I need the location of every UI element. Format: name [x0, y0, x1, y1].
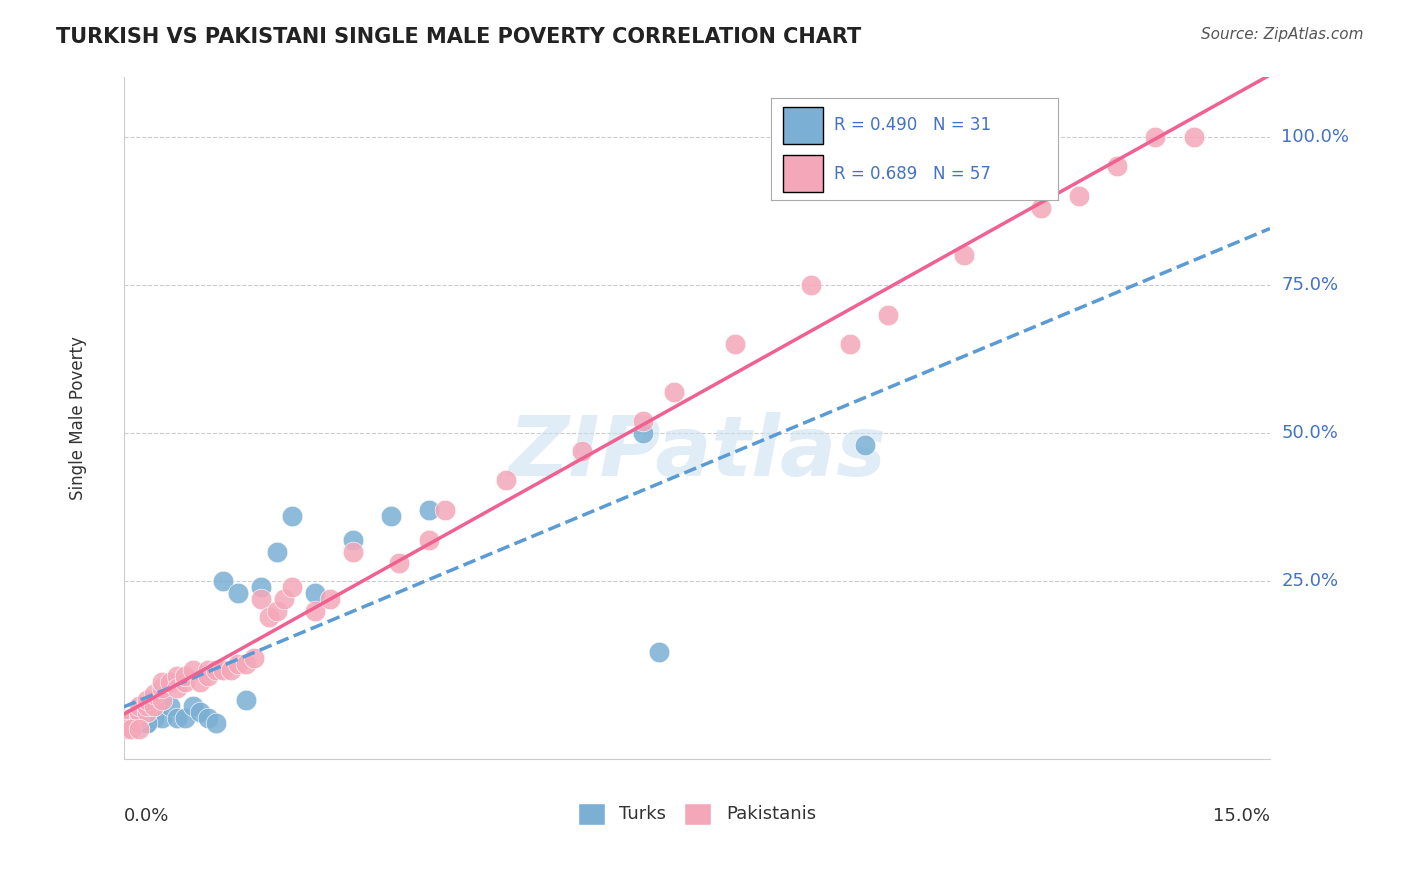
Point: [633, 414, 655, 428]
Point: [128, 710, 150, 724]
Point: [281, 580, 304, 594]
Point: [150, 692, 173, 706]
Point: [143, 698, 166, 713]
Text: 25.0%: 25.0%: [1281, 572, 1339, 591]
Text: ZIPatlas: ZIPatlas: [508, 412, 886, 492]
Point: [1067, 189, 1090, 203]
Point: [418, 503, 440, 517]
Point: [1107, 159, 1129, 173]
Point: [204, 716, 226, 731]
Point: [128, 723, 150, 737]
Point: [633, 425, 655, 440]
Point: [112, 716, 135, 731]
Text: Single Male Poverty: Single Male Poverty: [69, 336, 87, 500]
Point: [121, 716, 143, 731]
Point: [219, 663, 242, 677]
Point: [188, 675, 211, 690]
Point: [121, 710, 143, 724]
Point: [135, 692, 157, 706]
Point: [135, 698, 157, 713]
Point: [953, 248, 976, 262]
Point: [150, 675, 173, 690]
Point: [143, 687, 166, 701]
Point: [197, 669, 219, 683]
Point: [724, 337, 747, 351]
Point: [235, 692, 257, 706]
Point: [166, 681, 188, 695]
Point: [418, 533, 440, 547]
Point: [159, 698, 181, 713]
Point: [304, 586, 326, 600]
Point: [174, 675, 197, 690]
Point: [143, 710, 166, 724]
Text: 15.0%: 15.0%: [1213, 806, 1270, 825]
Point: [228, 657, 250, 672]
Point: [877, 308, 900, 322]
Point: [304, 604, 326, 618]
Text: 100.0%: 100.0%: [1281, 128, 1350, 145]
Point: [571, 443, 593, 458]
Point: [135, 705, 157, 719]
Point: [281, 508, 304, 523]
Point: [647, 645, 669, 659]
Point: [135, 716, 157, 731]
Point: [1144, 129, 1167, 144]
Point: [495, 474, 517, 488]
Point: [853, 438, 876, 452]
Point: [204, 663, 226, 677]
Point: [433, 503, 456, 517]
Point: [121, 716, 143, 731]
Point: [212, 663, 235, 677]
Point: [212, 574, 235, 589]
Point: [159, 675, 181, 690]
Point: [235, 657, 257, 672]
Point: [150, 710, 173, 724]
Point: [128, 716, 150, 731]
Point: [838, 337, 860, 351]
Point: [1029, 201, 1052, 215]
Point: [166, 669, 188, 683]
Text: 50.0%: 50.0%: [1281, 424, 1339, 442]
Point: [121, 723, 143, 737]
Point: [257, 609, 280, 624]
Point: [121, 710, 143, 724]
Point: [181, 698, 204, 713]
Point: [380, 508, 402, 523]
Point: [228, 586, 250, 600]
Point: [388, 557, 411, 571]
Point: [662, 384, 685, 399]
Point: [181, 663, 204, 677]
Point: [250, 592, 273, 607]
Point: [197, 710, 219, 724]
Point: [188, 705, 211, 719]
Point: [342, 544, 364, 558]
Point: [800, 277, 823, 292]
Point: [197, 663, 219, 677]
Text: Source: ZipAtlas.com: Source: ZipAtlas.com: [1201, 27, 1364, 42]
Point: [319, 592, 342, 607]
Point: [150, 681, 173, 695]
Point: [128, 698, 150, 713]
Text: 0.0%: 0.0%: [124, 806, 169, 825]
Text: 75.0%: 75.0%: [1281, 276, 1339, 293]
Legend: Turks, Pakistanis: Turks, Pakistanis: [571, 796, 824, 831]
Point: [166, 710, 188, 724]
Point: [128, 705, 150, 719]
Point: [1182, 129, 1205, 144]
Point: [273, 592, 295, 607]
Point: [135, 716, 157, 731]
Point: [242, 651, 264, 665]
Point: [266, 544, 288, 558]
Point: [143, 698, 166, 713]
Point: [112, 716, 135, 731]
Point: [128, 710, 150, 724]
Text: TURKISH VS PAKISTANI SINGLE MALE POVERTY CORRELATION CHART: TURKISH VS PAKISTANI SINGLE MALE POVERTY…: [56, 27, 862, 46]
Point: [174, 710, 197, 724]
Point: [112, 723, 135, 737]
Point: [342, 533, 364, 547]
Point: [135, 710, 157, 724]
Point: [174, 669, 197, 683]
Point: [250, 580, 273, 594]
Point: [266, 604, 288, 618]
